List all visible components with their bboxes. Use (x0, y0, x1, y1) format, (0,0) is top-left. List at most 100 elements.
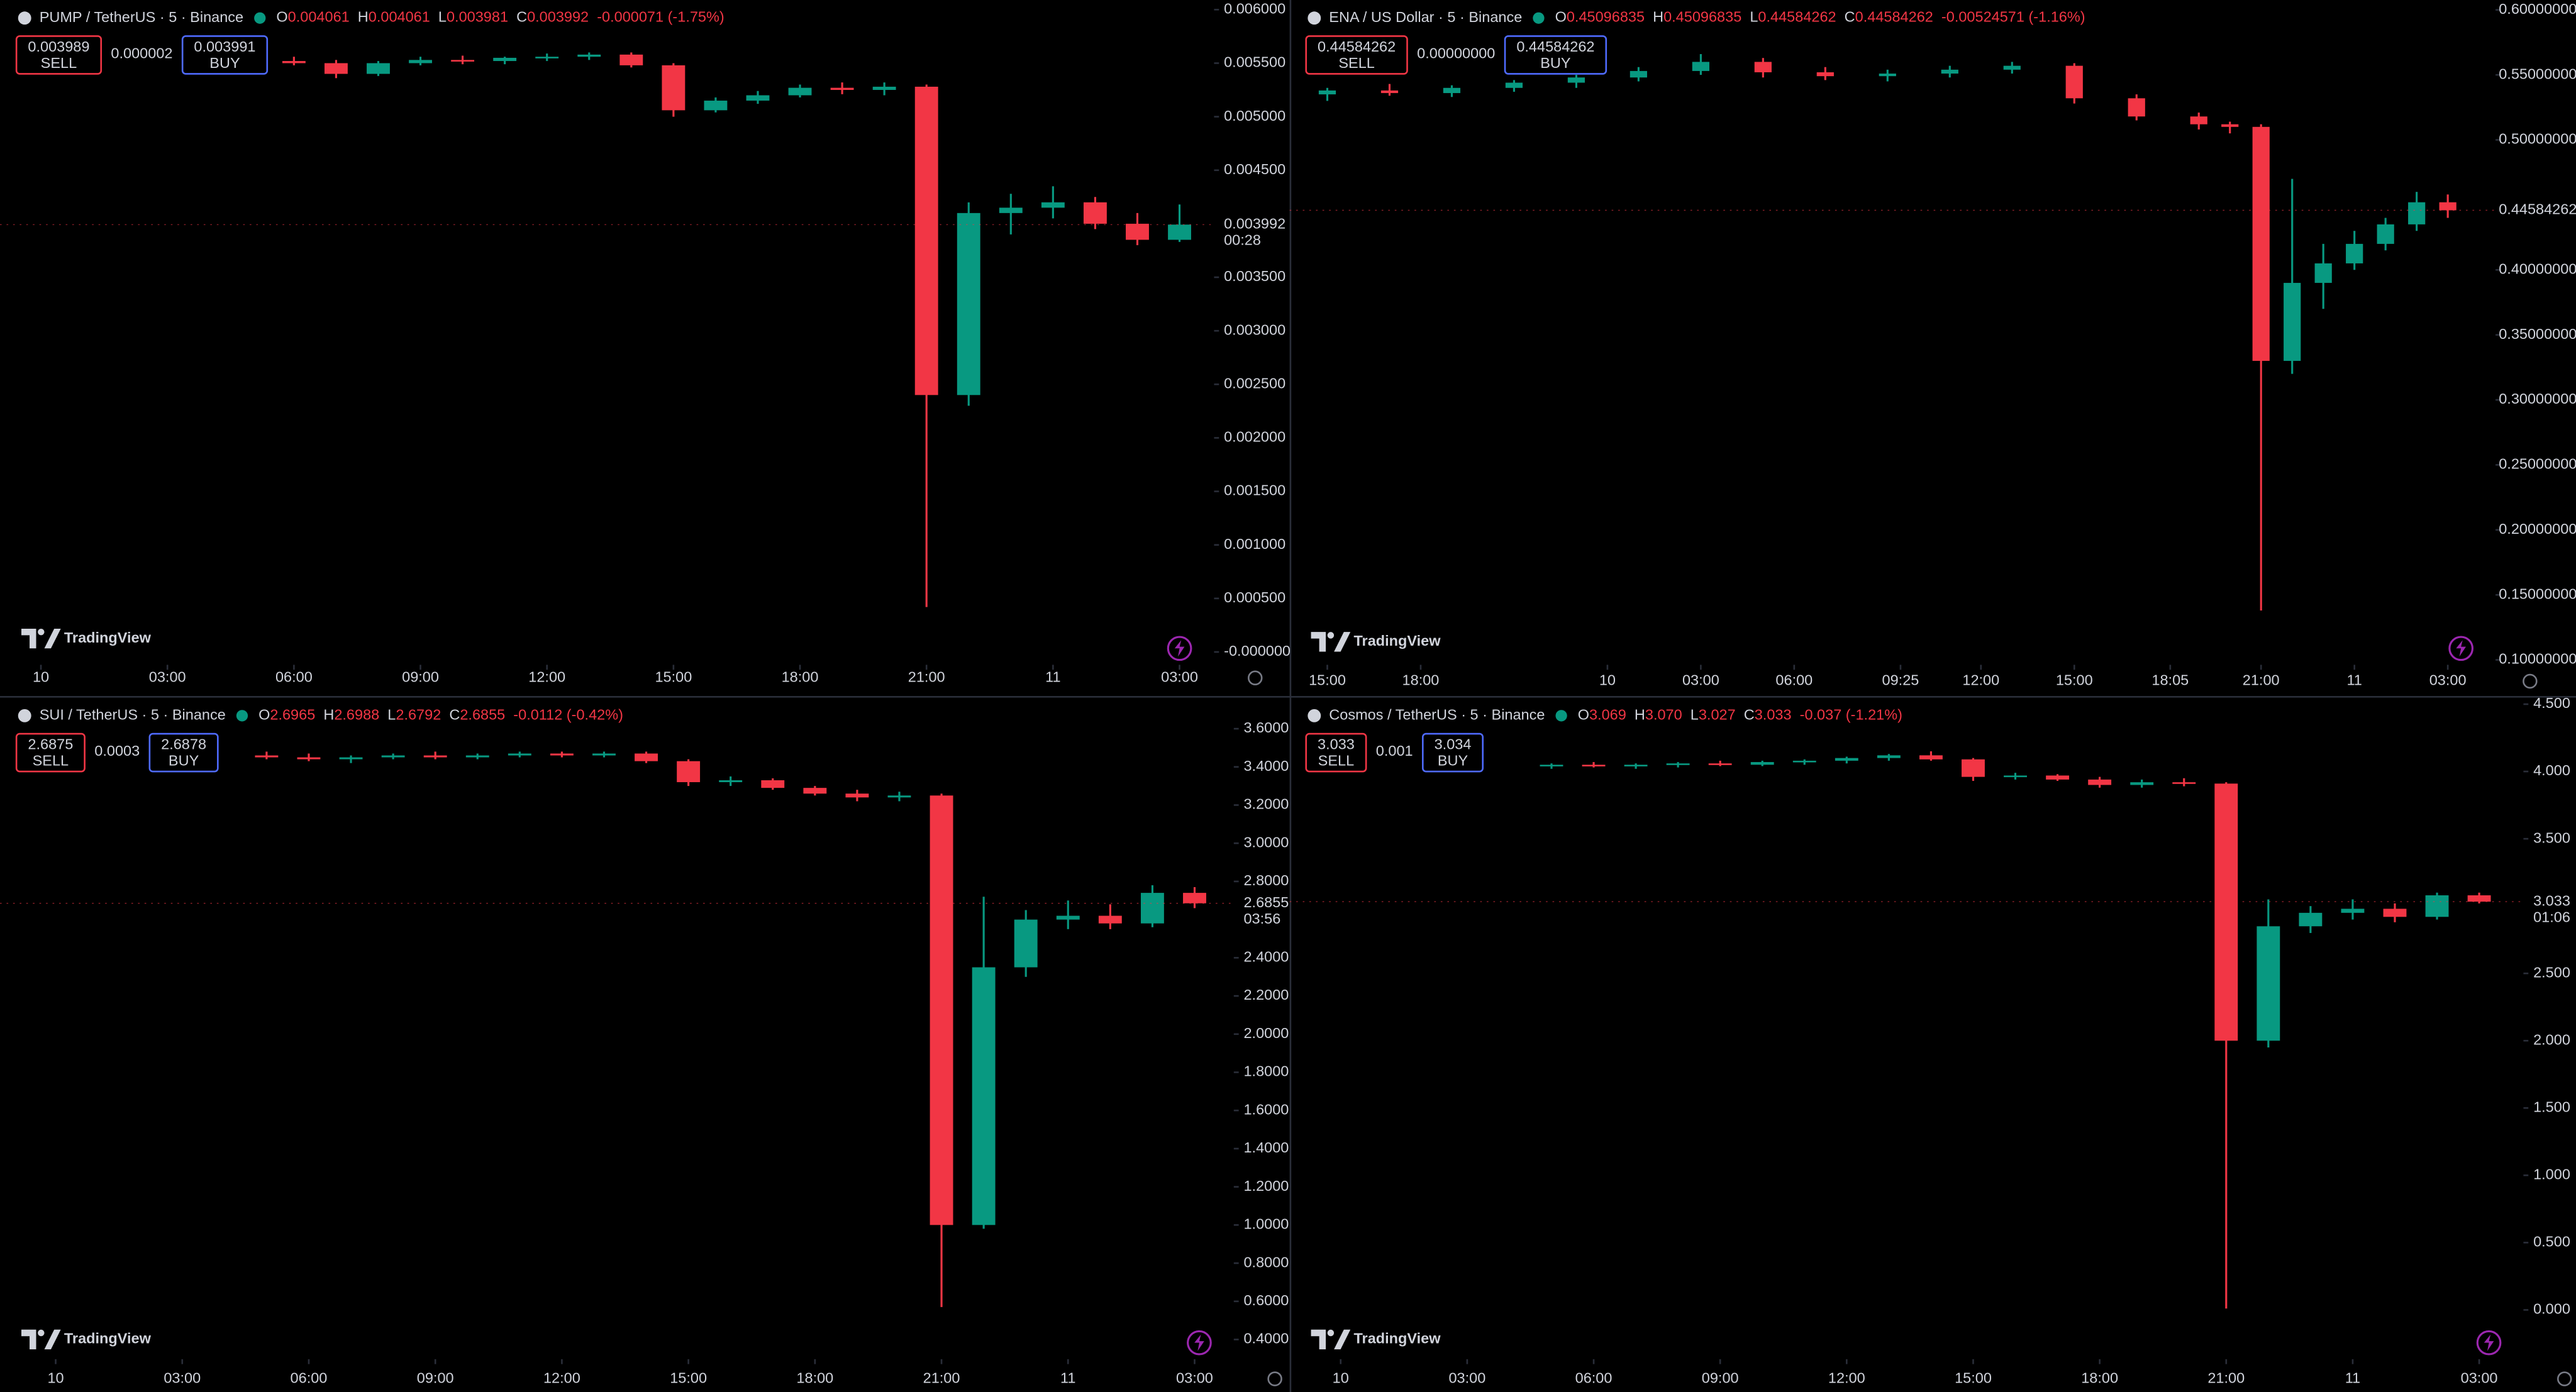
chart-title: SUI / TetherUS · 5 · Binance (40, 707, 226, 723)
candle-body (2425, 895, 2449, 917)
watermark-logo (38, 628, 45, 636)
candle-body (367, 63, 390, 74)
y-tick-label: 0.000500 (1224, 589, 1285, 605)
symbol-icon (1307, 709, 1321, 722)
candle-body (2408, 202, 2426, 224)
status-dot (236, 710, 248, 722)
x-tick-label: 12:00 (1828, 1369, 1865, 1386)
candle-body (1624, 765, 1648, 766)
candle-body (282, 61, 306, 64)
sell-price[interactable]: 3.033 (1318, 736, 1355, 753)
candle-body (2128, 98, 2145, 117)
sell-price[interactable]: 0.003989 (28, 38, 89, 55)
settings-icon[interactable] (1247, 670, 1263, 686)
ohlc-label: C (1845, 9, 1855, 25)
x-tick-label: 06:00 (1575, 1369, 1613, 1386)
buy-price[interactable]: 2.6878 (161, 736, 206, 753)
sell-box[interactable] (15, 732, 86, 773)
x-tick-label: 03:00 (2461, 1369, 2498, 1386)
y-tick-label: 0.004500 (1224, 161, 1285, 177)
sell-label[interactable]: SELL (33, 753, 69, 769)
sell-box[interactable] (15, 35, 103, 75)
buy-label[interactable]: BUY (209, 55, 240, 71)
candle-body (2065, 65, 2083, 99)
status-dot (254, 12, 266, 24)
candle-body (535, 57, 559, 58)
buy-box[interactable] (181, 35, 269, 75)
settings-icon[interactable] (2523, 673, 2538, 689)
candle-body (2377, 224, 2394, 244)
countdown-label: 03:56 (1243, 910, 1280, 927)
buy-box[interactable] (1422, 732, 1484, 773)
buy-box[interactable] (148, 732, 219, 773)
candle-body (1792, 760, 1816, 763)
sell-box[interactable] (1305, 732, 1367, 773)
candle-body (2004, 775, 2027, 778)
buy-price[interactable]: 0.44584262 (1516, 38, 1594, 55)
buy-label[interactable]: BUY (1438, 753, 1468, 769)
candle-body (788, 87, 812, 96)
sell-label[interactable]: SELL (1318, 753, 1355, 769)
sell-price[interactable]: 2.6875 (28, 736, 73, 753)
lightning-icon[interactable] (2448, 636, 2473, 661)
ohlc-legend: O2.6965 H2.6988 L2.6792 C2.6855 -0.0112 (-0.… (258, 707, 623, 723)
sell-label[interactable]: SELL (41, 55, 77, 71)
lightning-icon[interactable] (1167, 636, 1192, 661)
sell-box[interactable] (1305, 35, 1408, 75)
candle-body (2172, 782, 2196, 784)
lightning-icon (1194, 1334, 1204, 1351)
candle-body (1041, 202, 1065, 208)
x-tick-label: 10 (1599, 672, 1616, 688)
x-tick-label: 10 (1333, 1369, 1349, 1386)
lightning-icon[interactable] (2476, 1330, 2502, 1356)
y-tick-label: 0.4000 (1243, 1330, 1289, 1347)
x-tick-label: 06:00 (1775, 672, 1813, 688)
ohlc-legend: O0.45096835 H0.45096835 L0.44584262 C0.4458… (1555, 9, 2085, 25)
ohlc-label: C (1744, 707, 1755, 723)
buy-price[interactable]: 3.034 (1435, 736, 1472, 753)
y-tick-label: 3.4000 (1243, 758, 1289, 774)
y-tick-label: 3.0000 (1243, 834, 1289, 850)
y-tick-label: 0.000 (2533, 1301, 2570, 1317)
candle-body (339, 757, 363, 760)
status-dot (1555, 710, 1567, 722)
candle-body (1708, 763, 1732, 765)
ohlc-value: 0.003981 (447, 9, 508, 25)
candle-body (719, 780, 743, 783)
candle-body (2088, 779, 2112, 785)
ohlc-label: O (1555, 9, 1567, 25)
candle-body (1380, 90, 1399, 94)
lightning-icon[interactable] (1187, 1330, 1212, 1356)
candle-body (409, 60, 432, 64)
last-price-label: 2.6855 (1243, 894, 1289, 910)
candle-body (1962, 759, 1985, 777)
settings-icon[interactable] (2557, 1371, 2572, 1386)
x-tick-label: 21:00 (2207, 1369, 2245, 1386)
x-tick-label: 15:00 (1309, 672, 1346, 688)
candle-body (914, 86, 938, 395)
x-tick-label: 10 (33, 668, 49, 685)
watermark: TradingView (64, 1330, 152, 1347)
buy-box[interactable] (1504, 35, 1607, 75)
candle-body (2383, 909, 2407, 917)
candle-body (423, 755, 447, 758)
last-price-label: 0.44584262 (2499, 201, 2576, 218)
countdown-label: 00:28 (1224, 232, 1261, 248)
y-tick-label: 0.40000000 (2499, 260, 2576, 277)
settings-icon[interactable] (1267, 1371, 1282, 1386)
ohlc-label: C (516, 9, 527, 25)
y-tick-label: 0.10000000 (2499, 651, 2576, 667)
ohlc-label: H (1635, 707, 1645, 723)
x-tick-label: 18:00 (796, 1369, 833, 1386)
sell-price[interactable]: 0.44584262 (1318, 38, 1396, 55)
buy-price[interactable]: 0.003991 (194, 38, 255, 55)
buy-label[interactable]: BUY (169, 753, 199, 769)
y-tick-label: 1.0000 (1243, 1216, 1289, 1232)
x-tick-label: 12:00 (528, 668, 565, 685)
buy-label[interactable]: BUY (1540, 55, 1571, 71)
candle-body (887, 795, 911, 798)
candle-body (2046, 775, 2070, 780)
y-tick-label: 0.55000000 (2499, 65, 2576, 82)
sell-label[interactable]: SELL (1338, 55, 1375, 71)
